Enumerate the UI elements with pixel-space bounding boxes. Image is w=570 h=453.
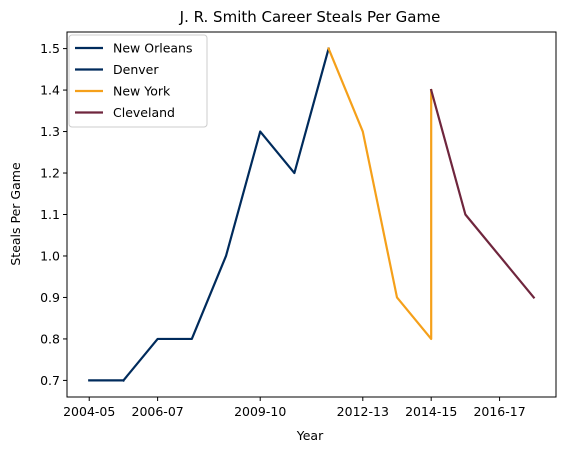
legend-label: Denver	[113, 62, 159, 77]
x-axis: 2004-05 2006-07 2009-10 2012-13 2014-15 2016-…	[63, 397, 526, 419]
legend-label: New Orleans	[113, 41, 192, 56]
y-tick-label: 1.2	[40, 166, 60, 181]
legend-label: New York	[113, 84, 171, 99]
y-tick-label: 1.4	[40, 83, 60, 98]
x-tick-label: 2009-10	[234, 404, 286, 419]
x-tick-label: 2006-07	[132, 404, 184, 419]
legend-frame	[68, 34, 208, 128]
series-line-denver	[121, 47, 330, 382]
series-lines	[88, 47, 536, 382]
y-axis: 0.7 0.8 0.9 1.0 1.1 1.2 1.3 1.4 1.5	[40, 41, 67, 388]
y-tick-label: 0.9	[40, 290, 60, 305]
chart-title: J. R. Smith Career Steals Per Game	[179, 8, 441, 26]
y-axis-label: Steals Per Game	[8, 162, 23, 266]
y-tick-label: 1.5	[40, 41, 60, 56]
x-tick-label: 2004-05	[63, 404, 115, 419]
y-tick-label: 0.8	[40, 331, 60, 346]
x-tick-label: 2016-17	[473, 404, 525, 419]
x-axis-label: Year	[296, 428, 324, 443]
legend-label: Cleveland	[113, 105, 175, 120]
x-tick-label: 2012-13	[337, 404, 389, 419]
x-tick-label: 2014-15	[405, 404, 457, 419]
y-tick-label: 1.3	[40, 124, 60, 139]
y-tick-label: 1.0	[40, 248, 60, 263]
series-line-cleveland	[429, 88, 536, 299]
series-line-new-york	[327, 47, 433, 341]
y-tick-label: 0.7	[40, 373, 60, 388]
y-tick-label: 1.1	[40, 207, 60, 222]
legend: New Orleans Denver New York Cleveland	[68, 34, 208, 128]
